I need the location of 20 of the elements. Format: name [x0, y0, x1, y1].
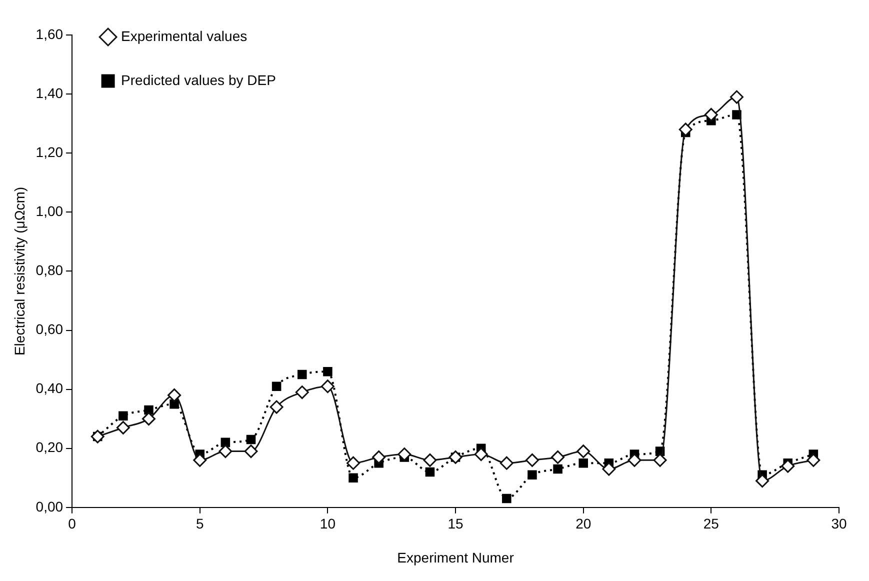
y-tick-label: 0,40	[36, 380, 64, 396]
x-tick-label: 10	[320, 516, 336, 532]
y-tick-label: 1,00	[36, 203, 64, 220]
y-tick-label: 1,40	[36, 84, 64, 101]
y-tick-label: 0,00	[36, 498, 64, 514]
x-tick-label: 15	[448, 516, 464, 532]
y-tick-label: 1,60	[36, 26, 64, 42]
x-tick-label: 5	[196, 516, 204, 532]
y-tick-label: 1,20	[36, 144, 64, 160]
x-tick-label: 25	[703, 516, 720, 532]
x-tick-label: 0	[68, 516, 76, 532]
y-tick-label: 0,60	[36, 321, 64, 338]
y-tick-label: 0,80	[36, 262, 64, 278]
y-tick-label: 0,20	[36, 439, 64, 456]
x-tick-label: 30	[831, 516, 847, 532]
x-axis-title: Experiment Numer	[397, 549, 514, 566]
x-tick-label: 20	[576, 516, 592, 532]
legend-label: Predicted values by DEP	[121, 72, 276, 88]
y-axis-title: Electrical resistivity (μΩcm)	[11, 186, 28, 356]
legend-label: Experimental values	[121, 28, 248, 44]
